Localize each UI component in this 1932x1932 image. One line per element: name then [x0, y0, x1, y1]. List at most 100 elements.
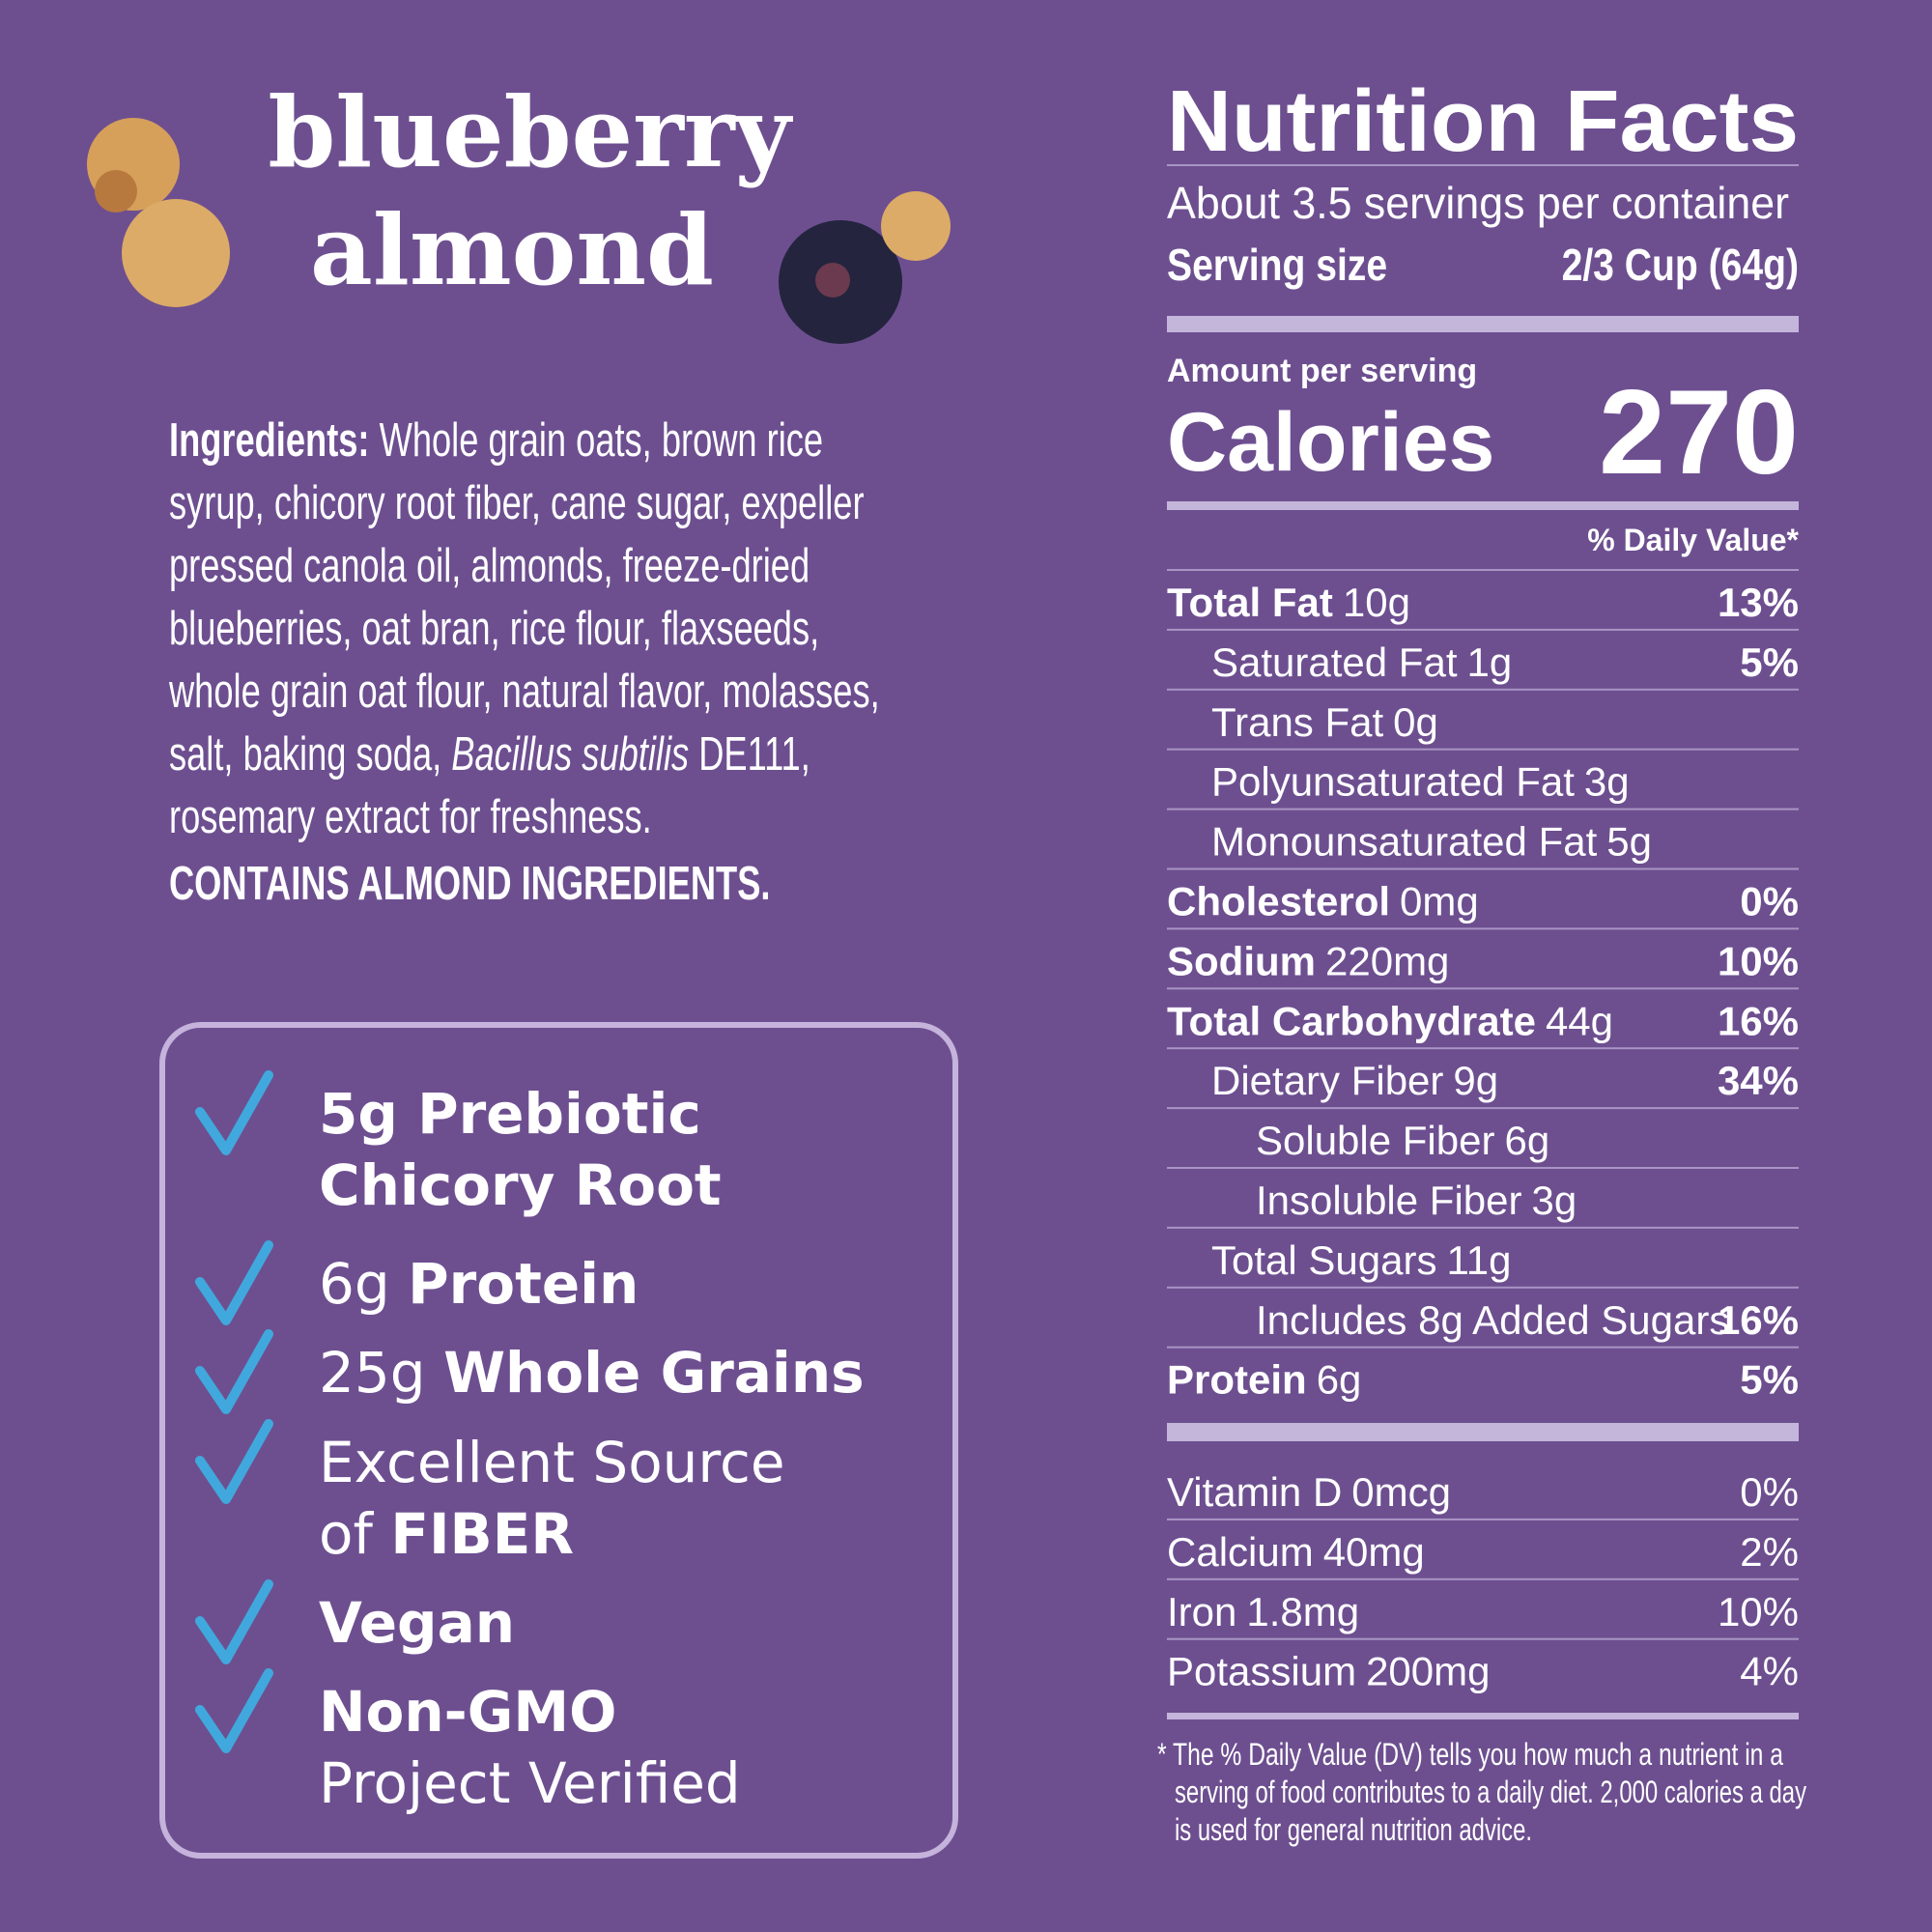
claim-text: 6g: [319, 1251, 408, 1317]
rule: [1167, 1346, 1799, 1349]
ingredients-label: Ingredients:: [169, 414, 370, 467]
vitamin-name: Potassium: [1167, 1649, 1356, 1694]
vitamin-amount: 40mg: [1323, 1529, 1425, 1575]
claim-line: of FIBER: [319, 1501, 574, 1567]
vitamin-dv: 0%: [1740, 1469, 1799, 1515]
nutrient-amount: 0mg: [1400, 879, 1479, 924]
nutrient-name: Insoluble Fiber: [1256, 1178, 1521, 1223]
rule: [1167, 501, 1799, 510]
nutrient: Saturated Fat 1g: [1211, 639, 1512, 685]
nutrient: Polyunsaturated Fat 3g: [1211, 759, 1630, 805]
nutrient: Total Sugars 11g: [1211, 1237, 1511, 1283]
footnote: is used for general nutrition advice.: [1175, 1812, 1532, 1847]
vitamin-amount: 0mcg: [1351, 1469, 1451, 1515]
nutrient: Trans Fat 0g: [1211, 699, 1438, 745]
rule: [1167, 164, 1799, 166]
allergen: CONTAINS ALMOND INGREDIENTS.: [169, 858, 771, 910]
nutrient: Insoluble Fiber 3g: [1256, 1178, 1577, 1223]
claim-text: Project Verified: [319, 1750, 741, 1816]
calories: 270: [1599, 366, 1799, 499]
nf-title: Nutrition Facts: [1167, 73, 1799, 170]
nutrient-amount: 0g: [1393, 699, 1438, 745]
rule: [1167, 1423, 1799, 1441]
ingredients: Ingredients: Whole grain oats, brown ric…: [169, 410, 920, 916]
nutrient-name: Total Sugars: [1211, 1237, 1436, 1283]
rule: [1167, 987, 1799, 990]
nutrient: Sodium 220mg: [1167, 938, 1449, 983]
nutrient-amount: 1g: [1466, 639, 1512, 685]
vitamin-amount: 1.8mg: [1246, 1589, 1359, 1634]
ingredients-text: Whole grain oats, brown rice syrup, chic…: [169, 414, 880, 781]
nutrient-name: Total Carbohydrate: [1167, 998, 1536, 1043]
nutrient-name: Dietary Fiber: [1211, 1058, 1443, 1103]
claim-line: Chicory Root: [319, 1152, 722, 1218]
vitamin-dv: 10%: [1718, 1589, 1799, 1634]
dv-header: % Daily Value*: [1587, 523, 1799, 557]
nutrient: Protein 6g: [1167, 1357, 1361, 1403]
rule: [1167, 1167, 1799, 1169]
nutrient-name: Protein: [1167, 1357, 1307, 1403]
claim-line: Excellent Source: [319, 1430, 785, 1495]
rule: [1167, 569, 1799, 571]
vitamin: Vitamin D 0mcg: [1167, 1469, 1451, 1515]
nutrient-amount: 5g: [1606, 819, 1652, 865]
rule: [1167, 927, 1799, 930]
check-icon: [195, 1579, 273, 1664]
nutrient-amount: 10g: [1343, 580, 1410, 625]
claim-line: 25g Whole Grains: [319, 1340, 865, 1406]
footnote: serving of food contributes to a daily d…: [1175, 1775, 1806, 1809]
nutrient-name: Monounsaturated Fat: [1211, 819, 1598, 865]
nutrient-name: Polyunsaturated Fat: [1211, 759, 1575, 805]
calories-label: Calories: [1167, 396, 1494, 489]
nutrient: Dietary Fiber 9g: [1211, 1058, 1498, 1103]
nutrient-name: Soluble Fiber: [1256, 1118, 1494, 1163]
check-icon: [195, 1240, 273, 1325]
nutrient: Cholesterol 0mg: [1167, 879, 1479, 924]
rule: [1167, 1286, 1799, 1289]
rule: [1167, 316, 1799, 332]
nutrient-dv: 13%: [1718, 580, 1799, 625]
nutrient-dv: 0%: [1740, 879, 1799, 924]
claim-line: 6g Protein: [319, 1251, 639, 1317]
claim-text: Vegan: [319, 1590, 515, 1656]
nutrient-dv: 16%: [1718, 1297, 1799, 1343]
claim-text: 5g Prebiotic: [319, 1081, 701, 1147]
claim-text: Excellent Source: [319, 1430, 785, 1495]
ingredients-text: DE111, rosemary extract for freshness.: [169, 728, 810, 843]
nutrient-name: Trans Fat: [1211, 699, 1383, 745]
claim-text: Whole Grains: [443, 1340, 865, 1406]
vitamin-name: Iron: [1167, 1589, 1236, 1634]
rule: [1167, 1713, 1799, 1719]
rule: [1167, 1226, 1799, 1229]
nutrient: Total Fat 10g: [1167, 580, 1410, 625]
title: blueberry: [268, 75, 793, 189]
rule: [1167, 1637, 1799, 1640]
vitamin: Potassium 200mg: [1167, 1649, 1491, 1694]
rule: [1167, 1047, 1799, 1050]
vitamin-name: Vitamin D: [1167, 1469, 1342, 1515]
rule: [1167, 1518, 1799, 1520]
nutrient: Soluble Fiber 6g: [1256, 1118, 1549, 1163]
rule: [1167, 688, 1799, 691]
rule: [1167, 808, 1799, 810]
nutrient-amount: 11g: [1446, 1237, 1511, 1283]
rule: [1167, 1577, 1799, 1580]
claim-text: Protein: [408, 1251, 639, 1317]
serving-size-label: Serving size: [1167, 241, 1387, 291]
title: almond: [310, 193, 714, 307]
nutrient-name: Total Fat: [1167, 580, 1333, 625]
rule: [1167, 1107, 1799, 1110]
claim-text: 25g: [319, 1340, 443, 1406]
claims-box: [159, 1022, 958, 1859]
check-icon: [195, 1070, 273, 1155]
nutrient-dv: 16%: [1718, 998, 1799, 1043]
check-icon: [195, 1668, 273, 1753]
amount-label: Amount per serving: [1167, 353, 1477, 389]
vitamin-amount: 200mg: [1366, 1649, 1490, 1694]
footnote: * The % Daily Value (DV) tells you how m…: [1157, 1737, 1783, 1772]
claim-text: FIBER: [390, 1501, 574, 1567]
nutrient-amount: 3g: [1584, 759, 1630, 805]
